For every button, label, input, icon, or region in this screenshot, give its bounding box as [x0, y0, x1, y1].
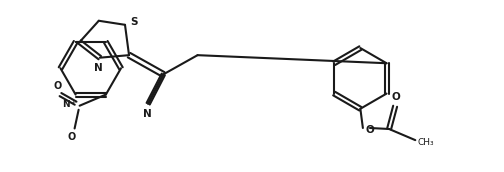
- Text: N$^+$: N$^+$: [61, 98, 77, 110]
- Text: O: O: [68, 132, 76, 142]
- Text: S: S: [130, 17, 138, 27]
- Text: CH₃: CH₃: [418, 138, 434, 147]
- Text: N: N: [143, 109, 152, 119]
- Text: O: O: [54, 81, 62, 91]
- Text: O: O: [366, 125, 374, 135]
- Text: N: N: [94, 63, 103, 73]
- Text: O: O: [392, 92, 401, 102]
